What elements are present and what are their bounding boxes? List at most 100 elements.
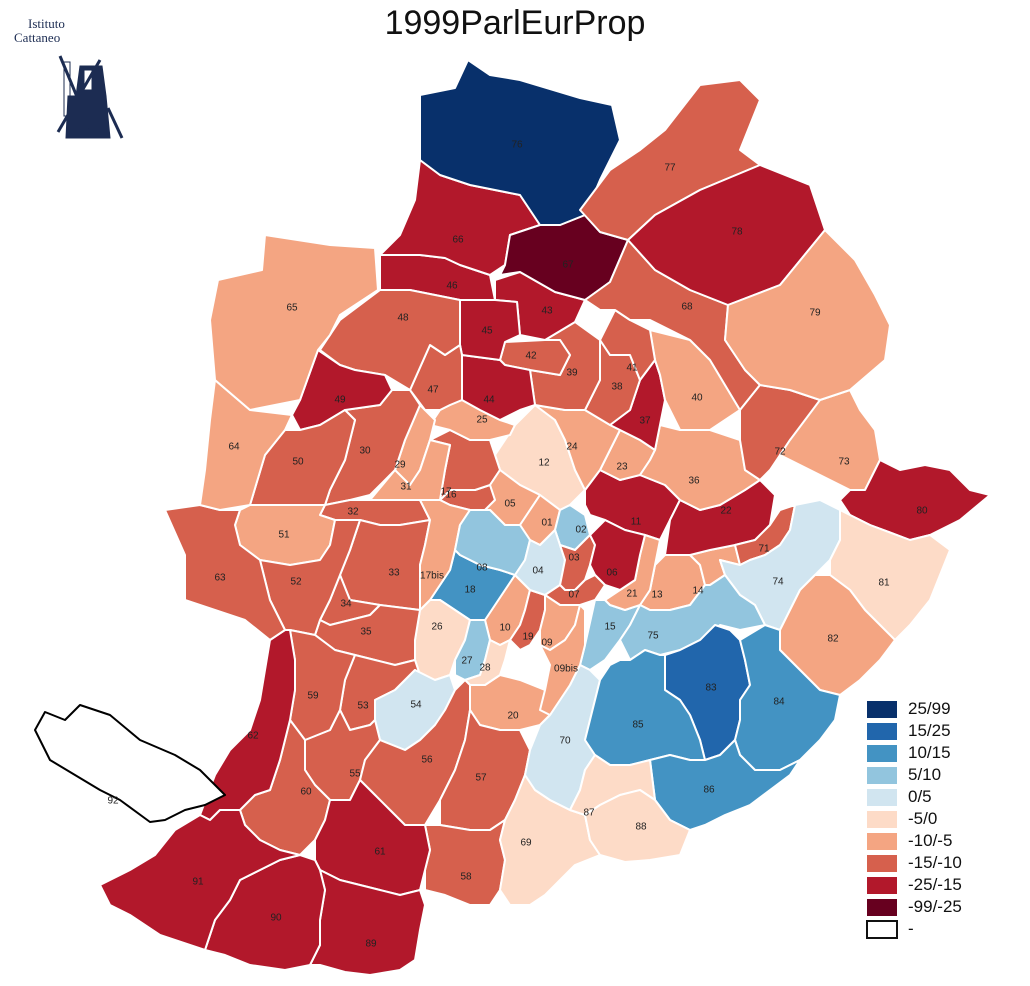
zone-label-46: 46 [446, 281, 458, 292]
zone-label-59: 59 [307, 691, 319, 702]
zone-label-50: 50 [292, 457, 304, 468]
zone-44 [461, 354, 536, 421]
zone-label-92: 92 [107, 796, 119, 807]
legend-item: -5/0 [866, 808, 962, 830]
map-title: 1999ParlEurProp [384, 4, 646, 42]
zone-label-09bis: 09bis [554, 664, 578, 675]
legend-swatch [866, 919, 898, 939]
legend-item: 25/99 [866, 698, 962, 720]
zone-label-04: 04 [532, 566, 544, 577]
zone-label-75: 75 [647, 631, 659, 642]
zone-label-06: 06 [606, 568, 618, 579]
zone-label-89: 89 [365, 939, 377, 950]
zone-label-73: 73 [838, 457, 850, 468]
zone-label-05: 05 [504, 499, 516, 510]
zone-label-51: 51 [278, 530, 290, 541]
legend-item: 0/5 [866, 786, 962, 808]
logo-line-2: Cattaneo [14, 30, 61, 45]
zone-label-44: 44 [483, 395, 495, 406]
legend-label: -10/-5 [908, 831, 953, 850]
zone-label-65: 65 [286, 303, 298, 314]
logo-line-1: Istituto [28, 16, 65, 31]
zone-91 [99, 809, 301, 951]
zone-label-64: 64 [228, 442, 240, 453]
zone-label-68: 68 [681, 302, 693, 313]
legend-swatch [866, 721, 898, 741]
zone-label-67: 67 [562, 260, 574, 271]
zone-88 [584, 789, 691, 863]
zone-label-60: 60 [300, 787, 312, 798]
zone-label-15: 15 [604, 622, 616, 633]
zone-label-77: 77 [664, 163, 676, 174]
zone-06 [589, 519, 646, 591]
zone-label-18: 18 [464, 585, 476, 596]
zone-28 [464, 639, 511, 686]
zone-label-52: 52 [290, 577, 302, 588]
zone-label-09: 09 [541, 638, 553, 649]
zone-label-16: 16 [445, 490, 457, 501]
legend-item: -99/-25 [866, 896, 962, 918]
zone-label-78: 78 [731, 227, 743, 238]
zone-label-36: 36 [688, 476, 700, 487]
zone-label-22: 22 [720, 506, 732, 517]
zone-label-72: 72 [774, 447, 786, 458]
zone-label-84: 84 [773, 697, 785, 708]
zone-label-61: 61 [374, 847, 386, 858]
zone-label-76: 76 [511, 140, 523, 151]
zone-label-12: 12 [538, 458, 550, 469]
zone-label-17bis: 17bis [420, 571, 444, 582]
zone-label-86: 86 [703, 785, 715, 796]
zone-label-40: 40 [691, 393, 703, 404]
zone-label-17: 17 [440, 487, 452, 498]
zone-label-14: 14 [692, 586, 704, 597]
zone-label-66: 66 [452, 235, 464, 246]
legend-swatch [866, 853, 898, 873]
zone-label-71: 71 [758, 544, 770, 555]
zone-label-87: 87 [583, 808, 595, 819]
zone-label-23: 23 [616, 462, 628, 473]
map-legend: 25/99 15/25 10/15 5/10 0/5 -5/0 -10/-5 -15/-10 -… [866, 698, 962, 940]
zone-label-11: 11 [631, 517, 642, 528]
zone-label-88: 88 [635, 822, 647, 833]
legend-label: 15/25 [908, 721, 951, 740]
zone-label-43: 43 [541, 306, 553, 317]
legend-swatch [866, 787, 898, 807]
zone-63 [164, 504, 286, 641]
zone-label-10: 10 [499, 623, 511, 634]
zone-label-62: 62 [247, 731, 259, 742]
zone-label-58: 58 [460, 872, 472, 883]
zone-65 [209, 234, 379, 411]
zone-81 [829, 509, 951, 641]
zone-79 [724, 229, 891, 401]
zone-label-79: 79 [809, 308, 821, 319]
zone-label-55: 55 [349, 769, 361, 780]
legend-label: - [908, 919, 914, 938]
zone-label-33: 33 [388, 568, 400, 579]
zone-58 [424, 819, 506, 906]
zone-label-25: 25 [476, 415, 488, 426]
zone-label-69: 69 [520, 838, 532, 849]
legend-item: 5/10 [866, 764, 962, 786]
zone-label-28: 28 [479, 663, 491, 674]
legend-item: 15/25 [866, 720, 962, 742]
zone-label-80: 80 [916, 506, 928, 517]
zone-label-81: 81 [878, 578, 890, 589]
zone-label-07: 07 [568, 590, 580, 601]
legend-swatch [866, 809, 898, 829]
zone-label-29: 29 [394, 460, 406, 471]
zone-label-74: 74 [772, 577, 784, 588]
zone-label-38: 38 [611, 382, 623, 393]
legend-label: -5/0 [908, 809, 938, 828]
zone-label-70: 70 [559, 736, 571, 747]
zone-label-82: 82 [827, 634, 839, 645]
zone-label-01: 01 [541, 518, 553, 529]
zone-label-08: 08 [476, 563, 488, 574]
zone-label-02: 02 [575, 525, 587, 536]
zone-17bis [419, 499, 471, 611]
zone-label-21: 21 [626, 589, 638, 600]
legend-label: -15/-10 [908, 853, 962, 872]
zone-label-48: 48 [397, 313, 409, 324]
zone-09bis [539, 604, 586, 716]
zone-92 [34, 704, 226, 823]
legend-item: - [866, 918, 962, 940]
